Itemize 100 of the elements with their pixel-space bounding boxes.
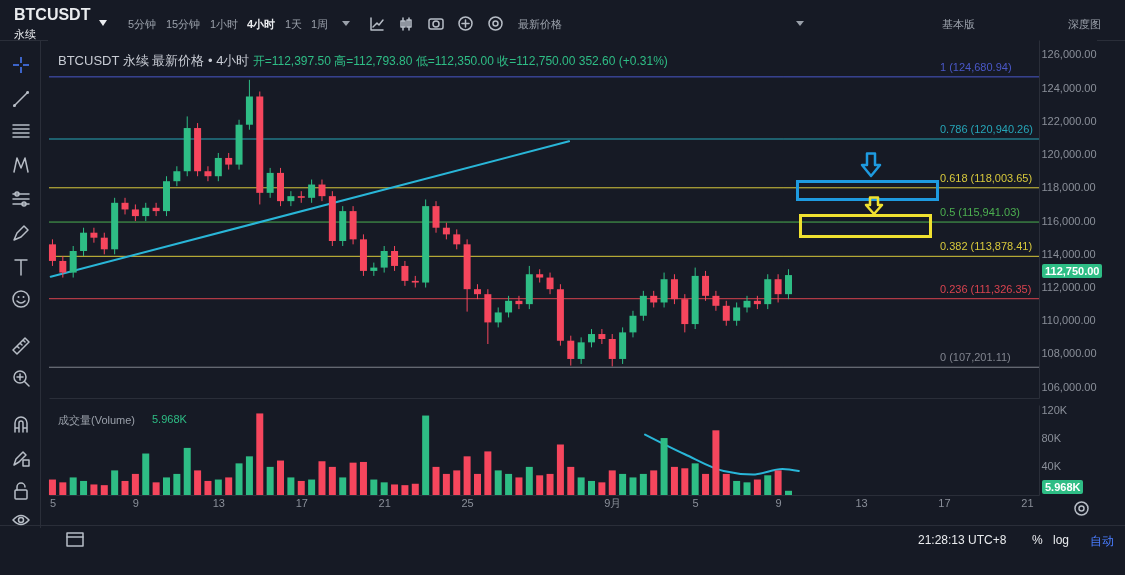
bar (349, 462, 357, 495)
candlestick (733, 301, 741, 327)
bar (712, 430, 720, 495)
bar (359, 461, 367, 495)
bar (277, 460, 285, 495)
candlestick (391, 245, 399, 272)
bar (743, 482, 751, 495)
candlestick (432, 200, 440, 234)
bar (380, 482, 388, 495)
candlestick (214, 152, 222, 182)
candlestick (546, 272, 554, 295)
ref-line-label: 0 (107,201.11) (940, 351, 1011, 364)
ref-line-label: 0.382 (113,878.41) (940, 240, 1033, 253)
y-tick-label: 116,000.00 (1041, 214, 1096, 227)
bar (370, 479, 378, 495)
bar (256, 413, 264, 495)
bar (494, 470, 502, 495)
text: 1小时 (210, 17, 239, 32)
x-tick-label: 5 (49, 496, 57, 509)
annotation: 5.968K (152, 413, 187, 425)
candlestick (100, 232, 108, 255)
y-tick-label: 124,000.00 (1041, 81, 1097, 94)
text: BTCUSDT (14, 6, 91, 24)
y-tick-label: 126,000.00 (1041, 48, 1097, 61)
bar (162, 477, 170, 495)
x-tick-label: 9 (775, 496, 782, 509)
text: 永续 (14, 27, 36, 42)
bar (463, 456, 471, 495)
candlestick (287, 190, 295, 207)
text: % (1032, 533, 1043, 547)
candlestick (660, 272, 668, 308)
candlestick (515, 295, 523, 310)
candlestick (80, 227, 88, 257)
text: 1周 (311, 17, 329, 32)
candlestick (453, 228, 461, 250)
candlestick (494, 306, 502, 328)
bar (453, 470, 461, 495)
text: 开=112,397.50 高=112,793.80 低=112,350.00 收=112,750.00 352.60 (+0.31%) (251, 54, 668, 68)
candlestick (59, 255, 67, 279)
y-tick-label: 112,000.00 (1041, 281, 1096, 294)
bar (59, 482, 67, 495)
bar (546, 473, 554, 495)
ref-line-label: 0.786 (120,940.26) (940, 123, 1033, 136)
candlestick (712, 290, 720, 312)
text: 最新价格 (518, 17, 562, 32)
x-tick-label: 17 (295, 496, 308, 509)
bar (691, 463, 699, 495)
x-tick-label: 21 (1021, 496, 1034, 509)
bar (702, 473, 710, 495)
bar (339, 477, 347, 495)
text: 21:28:13 UTC+8 (918, 533, 1007, 547)
y-tick-label: 108,000.00 (1041, 347, 1097, 360)
bar (69, 477, 77, 495)
bar (235, 463, 243, 495)
bar (245, 456, 253, 495)
candlestick (577, 336, 585, 365)
ref-line-label: 0.5 (115,941.03) (940, 206, 1020, 219)
text: log (1053, 533, 1070, 547)
bar (111, 470, 119, 495)
x-tick-label: 25 (461, 496, 474, 509)
y-tick-label: 120,000.00 (1041, 148, 1097, 161)
candlestick (639, 290, 647, 322)
y-tick-label: 110,000.00 (1041, 314, 1096, 327)
bar (556, 444, 564, 495)
bar (121, 480, 129, 495)
text: 深度图 (1068, 17, 1101, 32)
bar (142, 453, 150, 495)
bar (484, 451, 492, 495)
x-tick-label: 13 (855, 496, 868, 509)
candlestick (69, 245, 77, 279)
candlestick (204, 165, 212, 182)
bar (670, 466, 678, 495)
bar (577, 477, 585, 495)
bar (598, 482, 606, 495)
text: 基本版 (942, 17, 975, 32)
x-tick-label: 13 (212, 496, 225, 509)
bar (131, 473, 139, 495)
candlestick (152, 202, 160, 217)
bar (525, 466, 533, 495)
bar (328, 466, 336, 495)
bar (308, 479, 316, 495)
candlestick (401, 260, 409, 287)
text: 4小时 (247, 17, 276, 32)
text: 112,750.00 (1042, 264, 1103, 278)
candlestick (588, 328, 596, 348)
bar (214, 479, 222, 495)
bar (619, 473, 627, 495)
bar (442, 473, 450, 495)
bar (681, 468, 689, 495)
candlestick (784, 268, 792, 300)
bar (80, 480, 88, 495)
bar (225, 477, 233, 495)
bar (629, 477, 637, 495)
bar (411, 483, 419, 495)
text: 5分钟 (128, 17, 157, 32)
bar (505, 473, 513, 495)
text: 自动 (1090, 533, 1114, 550)
candlestick (48, 238, 56, 267)
bar (391, 484, 399, 495)
ref-line-label: 0.618 (118,003.65) (940, 171, 1033, 184)
